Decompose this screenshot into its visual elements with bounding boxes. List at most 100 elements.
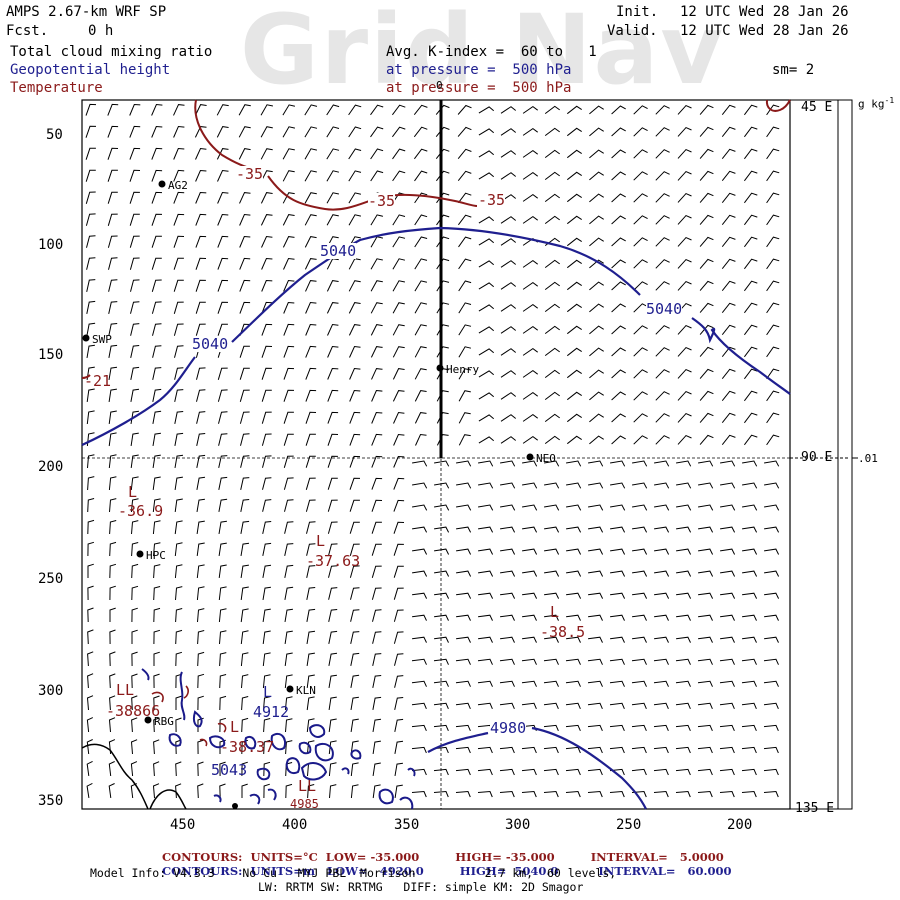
low-symbol: LL [298,777,317,795]
wind-barb [763,658,779,665]
wind-barb [262,455,272,468]
wind-barb [129,257,140,270]
wind-barb [566,592,582,599]
wind-barb [744,192,758,204]
wind-barb [107,103,119,116]
wind-barb [371,368,383,380]
wind-barb [284,586,294,600]
wind-barb [173,191,185,204]
wind-barb [500,460,516,467]
wind-barb [197,673,205,689]
wind-barb [631,746,647,754]
wind-barb [326,280,339,292]
wind-barb [285,783,293,799]
wind-barb [305,433,316,446]
wind-barb [744,170,758,182]
wind-barb [587,724,603,732]
wind-barb [197,739,204,755]
wind-barb [478,150,495,158]
wind-barb [677,434,692,445]
wind-barb [349,565,360,578]
low-value: 4985 [290,797,319,811]
wind-barb [152,367,162,381]
wind-barb [392,390,405,402]
wind-barb [130,432,139,446]
height-contours [81,226,791,810]
wind-barb [436,412,449,424]
wind-barb [349,389,361,402]
wind-barb [566,413,582,423]
station-label: KLN [296,684,316,697]
wind-barb [655,149,670,159]
wind-barb [153,629,161,645]
wind-barb [371,455,383,468]
wind-barb [261,411,272,424]
wind-barb [283,477,294,490]
wind-barb [151,103,163,116]
wind-barb [456,548,472,555]
wind-barb [456,460,472,467]
wind-barb [742,614,757,621]
wind-barb [328,674,337,688]
wind-barb [197,651,205,667]
wind-barb [87,498,95,513]
wind-barb [478,238,495,246]
wind-barb [633,259,648,269]
wind-barb [698,526,714,533]
wind-barb [458,302,472,314]
wind-barb [108,301,118,315]
wind-barb [411,702,427,709]
wind-barb [282,236,295,248]
temp-label: -21 [84,372,112,390]
wind-barb [589,325,604,335]
wind-barb [350,784,359,799]
wind-barb [744,258,758,270]
wind-barb [196,367,206,380]
wind-barbs [85,103,780,799]
wind-barb [152,783,160,799]
wind-barb [412,460,428,467]
pressure-temp: at pressure = 500 hPa [386,80,572,96]
wind-barb [609,680,625,687]
wind-barb [327,389,339,402]
wind-barb [611,281,626,291]
wind-barb [284,674,293,689]
wind-barb [566,435,582,445]
wind-barb [129,103,141,116]
wind-barb [152,432,161,446]
wind-barb [326,126,340,138]
wind-barb [655,127,670,137]
wind-barb [86,739,93,755]
wind-barb [109,651,116,667]
wind-barb [131,629,138,644]
wind-barb [434,504,450,511]
wind-barb [393,477,405,490]
wind-barb [348,126,362,138]
height-label: 5040 [320,242,357,260]
wind-barb [676,460,692,467]
wind-barb [458,346,472,358]
wind-barb [478,526,494,533]
wind-barb [284,521,294,534]
wind-barb [283,301,295,314]
wind-barb [414,390,427,402]
wind-barb [611,369,626,379]
wind-barb [436,258,450,270]
wind-barb [370,258,383,270]
wind-barb [328,718,337,732]
wind-barb [152,520,161,535]
wind-barb [632,592,648,599]
wind-barb [414,412,427,424]
footer-model-info-2: LW: RRTM SW: RRTMG DIFF: simple KM: 2D S… [258,880,584,894]
wind-barb [478,128,495,136]
wind-barb [414,368,427,380]
wind-barb [721,346,736,358]
wind-barb [175,783,182,799]
wind-barb [611,303,626,313]
low-value: -38866 [106,702,161,720]
wind-barb [719,658,735,665]
wind-barb [566,105,582,115]
wind-barb [543,702,559,709]
wind-barb [283,455,294,468]
wind-barb [699,236,714,247]
